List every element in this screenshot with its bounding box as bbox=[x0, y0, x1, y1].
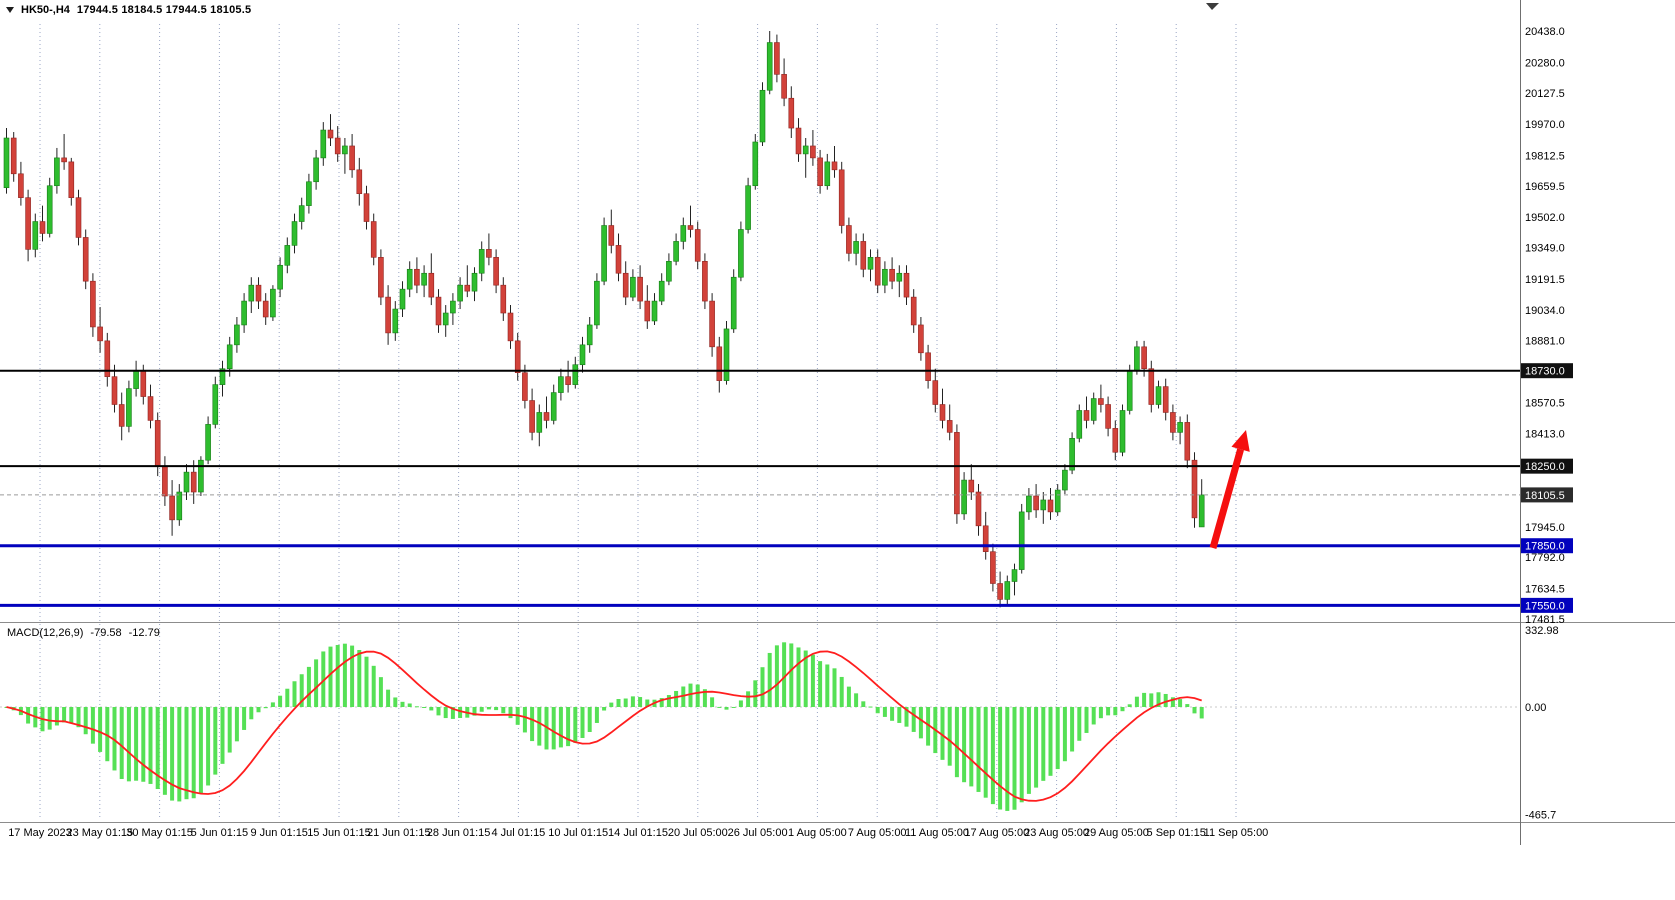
macd-histogram bbox=[4, 642, 1204, 811]
candles bbox=[3, 31, 1205, 608]
macd-tick-label: 332.98 bbox=[1525, 625, 1559, 637]
price-axis[interactable]: 20438.0 20280.0 20127.5 19970.0 19812.5 19659… bbox=[1521, 26, 1573, 626]
time-tick-label: 1 Aug 05:00 bbox=[788, 827, 847, 839]
trend-arrow-annotation[interactable] bbox=[1209, 430, 1250, 549]
price-tick-label: 17945.0 bbox=[1525, 522, 1565, 534]
price-tick-label: 20127.5 bbox=[1525, 88, 1565, 100]
macd-signal-value: -12.79 bbox=[128, 627, 160, 639]
price-tick-label: 19812.5 bbox=[1525, 150, 1565, 162]
price-tick-label: 18881.0 bbox=[1525, 336, 1565, 348]
panel-separators[interactable] bbox=[0, 0, 1675, 845]
time-tick-label: 20 Jul 05:00 bbox=[668, 827, 728, 839]
level-lines[interactable] bbox=[0, 369, 1520, 607]
macd-name: MACD(12,26,9) bbox=[7, 627, 84, 639]
price-tick-label: 19349.0 bbox=[1525, 243, 1565, 255]
time-tick-label: 5 Jun 01:15 bbox=[191, 827, 249, 839]
price-label-box bbox=[1521, 487, 1573, 503]
time-tick-label: 26 Jul 05:00 bbox=[728, 827, 788, 839]
price-tick-label: 18413.0 bbox=[1525, 429, 1565, 441]
time-tick-label: 21 Jun 01:15 bbox=[367, 827, 431, 839]
time-tick-label: 10 Jul 01:15 bbox=[548, 827, 608, 839]
time-tick-label: 11 Sep 05:00 bbox=[1204, 827, 1269, 839]
macd-indicator-label: MACD(12,26,9) -79.58 -12.79 bbox=[7, 627, 160, 639]
price-tick-label: 17792.0 bbox=[1525, 552, 1565, 564]
symbol-info-bar: HK50-,H4 17944.5 18184.5 17944.5 18105.5 bbox=[6, 4, 251, 16]
price-label-box-text: 18730.0 bbox=[1525, 366, 1565, 378]
time-tick-label: 28 Jun 01:15 bbox=[427, 827, 491, 839]
ohlc-quote-label: 17944.5 18184.5 17944.5 18105.5 bbox=[76, 4, 252, 16]
time-tick-label: 5 Sep 01:15 bbox=[1147, 827, 1206, 839]
price-label-box-text: 17550.0 bbox=[1525, 600, 1565, 612]
time-tick-label: 23 May 01:15 bbox=[66, 827, 133, 839]
time-tick-label: 30 May 01:15 bbox=[126, 827, 193, 839]
macd-tick-label: 0.00 bbox=[1525, 702, 1546, 714]
price-label-box-text: 17850.0 bbox=[1525, 541, 1565, 553]
time-tick-label: 7 Aug 05:00 bbox=[848, 827, 907, 839]
time-tick-label: 15 Jun 01:15 bbox=[307, 827, 371, 839]
macd-tick-label: -465.7 bbox=[1525, 810, 1556, 822]
symbol-timeframe-label: HK50-,H4 bbox=[21, 4, 70, 16]
time-tick-label: 29 Aug 05:00 bbox=[1084, 827, 1149, 839]
price-tick-label: 19034.0 bbox=[1525, 305, 1565, 317]
price-tick-label: 17634.5 bbox=[1525, 584, 1565, 596]
macd-signal-line bbox=[6, 650, 1202, 802]
price-label-box bbox=[1521, 363, 1573, 379]
time-tick-label: 17 Aug 05:00 bbox=[964, 827, 1029, 839]
price-tick-label: 19502.0 bbox=[1525, 212, 1565, 224]
time-tick-label: 9 Jun 01:15 bbox=[250, 827, 308, 839]
time-gridlines bbox=[39, 24, 1237, 820]
price-tick-label: 19191.5 bbox=[1525, 274, 1565, 286]
macd-axis[interactable]: 332.98 0.00 -465.7 bbox=[1525, 625, 1559, 822]
price-label-box bbox=[1521, 538, 1573, 554]
price-label-box bbox=[1521, 597, 1573, 613]
time-tick-label: 23 Aug 05:00 bbox=[1024, 827, 1089, 839]
price-tick-label: 20280.0 bbox=[1525, 57, 1565, 69]
price-tick-label: 17481.5 bbox=[1525, 614, 1565, 626]
price-tick-label: 18570.5 bbox=[1525, 397, 1565, 409]
time-tick-label: 11 Aug 05:00 bbox=[905, 827, 969, 839]
price-tick-label: 19970.0 bbox=[1525, 119, 1565, 131]
price-tick-label: 19659.5 bbox=[1525, 181, 1565, 193]
price-tick-label: 20438.0 bbox=[1525, 26, 1565, 38]
price-label-box-text: 18105.5 bbox=[1525, 490, 1565, 502]
price-label-box bbox=[1521, 458, 1573, 474]
macd-main-value: -79.58 bbox=[90, 627, 122, 639]
macd-panel[interactable] bbox=[0, 642, 1520, 811]
symbol-dropdown-icon[interactable] bbox=[6, 7, 14, 13]
time-tick-label: 4 Jul 01:15 bbox=[491, 827, 545, 839]
chart-shift-marker-icon[interactable] bbox=[1206, 3, 1219, 10]
time-tick-label: 17 May 2023 bbox=[8, 827, 72, 839]
time-tick-label: 14 Jul 01:15 bbox=[608, 827, 668, 839]
price-label-box-text: 18250.0 bbox=[1525, 461, 1565, 473]
